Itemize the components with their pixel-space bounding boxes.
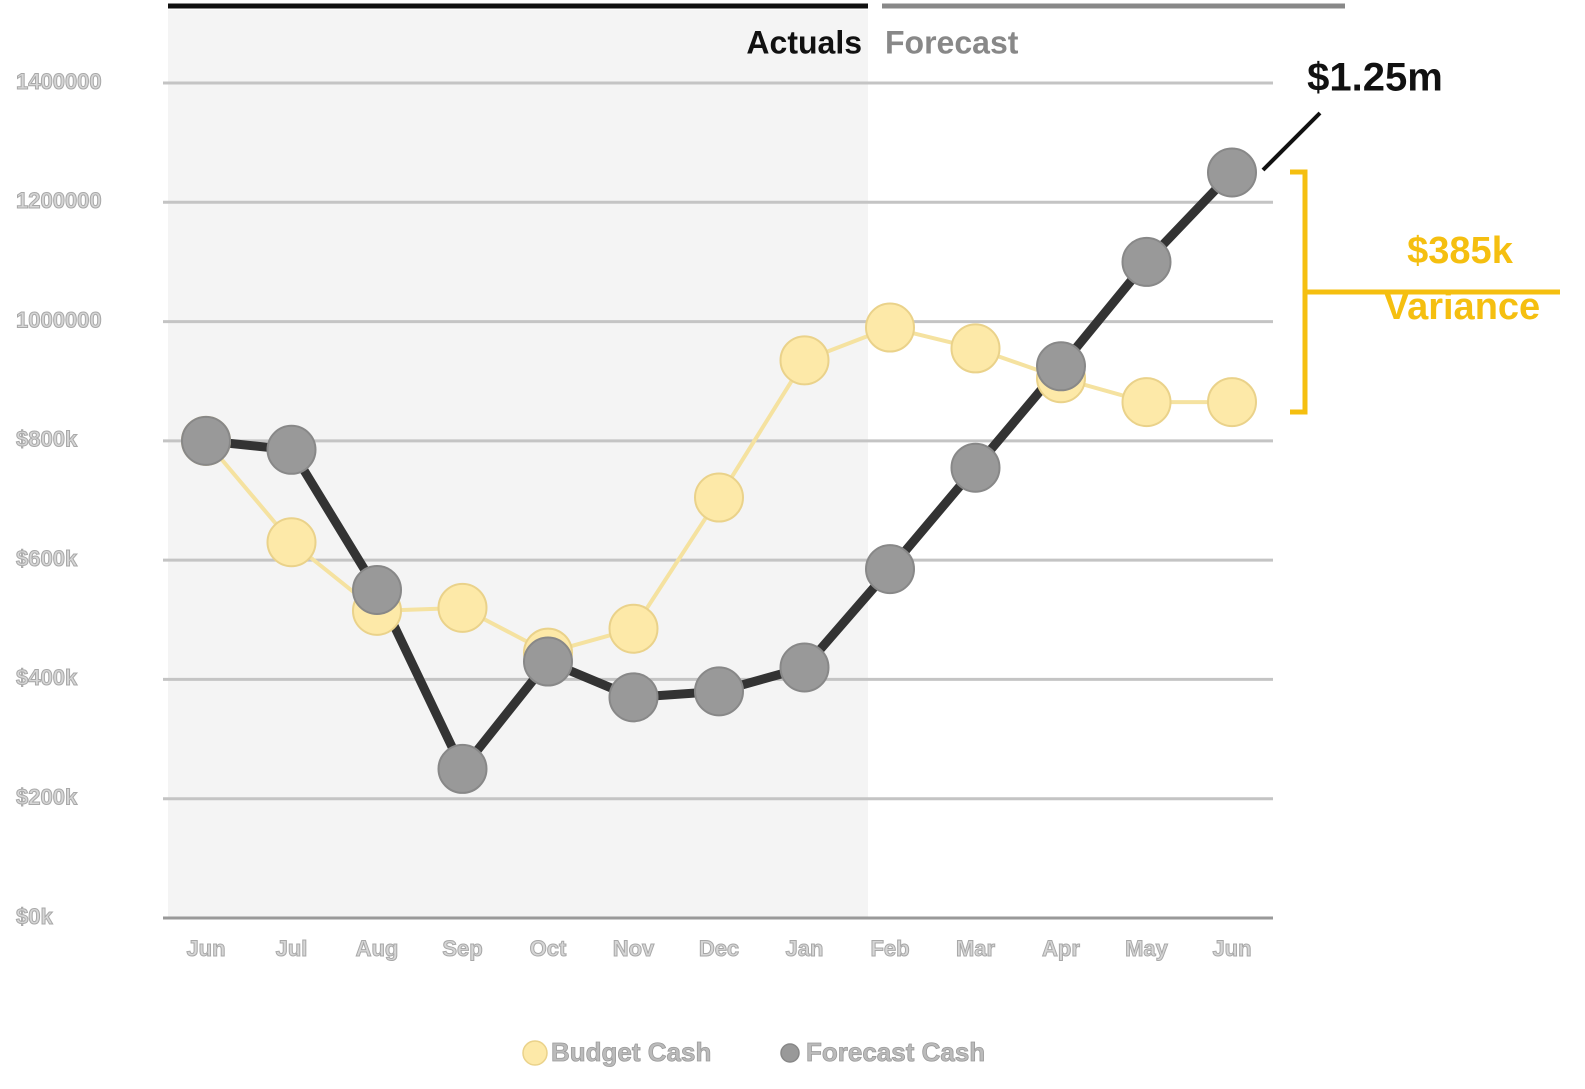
y-tick-label: 1400000 [16, 69, 102, 94]
plot: $0k $200k $400k $600k $800k 1000000 1200000 140… [16, 68, 1273, 1067]
x-tick-label: Oct [530, 936, 567, 961]
variance-label: Variance [1384, 286, 1540, 328]
data-point [1207, 147, 1257, 198]
y-tick-label: $600k [16, 546, 78, 571]
forecast-label: Forecast [885, 24, 1019, 60]
x-tick-label: Sep [442, 936, 482, 961]
data-point [950, 442, 1001, 493]
data-point [865, 544, 915, 595]
legend-swatch [522, 1040, 548, 1066]
x-tick-label: Nov [613, 936, 655, 961]
x-tick-label: May [1125, 936, 1169, 961]
data-point [1121, 236, 1172, 287]
variance-bracket [1290, 169, 1560, 415]
data-point [694, 472, 744, 523]
x-tick-label: Mar [956, 936, 996, 961]
end-value-label: $1.25m [1307, 56, 1443, 100]
legend-label: Forecast Cash [806, 1037, 985, 1067]
data-point [608, 672, 659, 723]
actuals-label: Actuals [746, 24, 862, 60]
x-tick-label: Jun [1212, 936, 1251, 961]
data-point [1036, 341, 1086, 392]
y-tick-label: 1200000 [16, 188, 102, 213]
data-point [865, 302, 915, 353]
data-point [608, 603, 659, 654]
data-point [1207, 377, 1257, 428]
x-tick-label: Jan [786, 936, 824, 961]
legend-swatch [780, 1043, 800, 1063]
y-tick-label: $400k [16, 665, 78, 690]
data-point [1121, 377, 1172, 428]
data-point [694, 666, 744, 717]
data-point [352, 564, 402, 615]
data-point [437, 582, 488, 633]
y-tick-label: 1000000 [16, 307, 102, 332]
y-tick-label: $800k [16, 427, 78, 452]
legend-label: Budget Cash [551, 1037, 711, 1067]
data-point [181, 415, 231, 466]
variance-value: $385k [1407, 230, 1514, 272]
x-tick-label: Aug [356, 936, 399, 961]
data-point [523, 636, 573, 687]
data-point [437, 743, 488, 794]
data-point [266, 517, 317, 568]
x-tick-label: Apr [1042, 936, 1080, 961]
x-tick-label: Jul [276, 936, 308, 961]
data-point [779, 335, 830, 386]
x-tick-label: Dec [699, 936, 739, 961]
data-point [779, 642, 830, 693]
x-tick-label: Jun [186, 936, 225, 961]
data-point [950, 323, 1001, 374]
x-tick-label: Feb [870, 936, 909, 961]
data-point [266, 424, 317, 475]
y-tick-label: $0k [16, 904, 53, 929]
y-tick-label: $200k [16, 785, 78, 810]
end-value-pointer [1261, 111, 1322, 172]
